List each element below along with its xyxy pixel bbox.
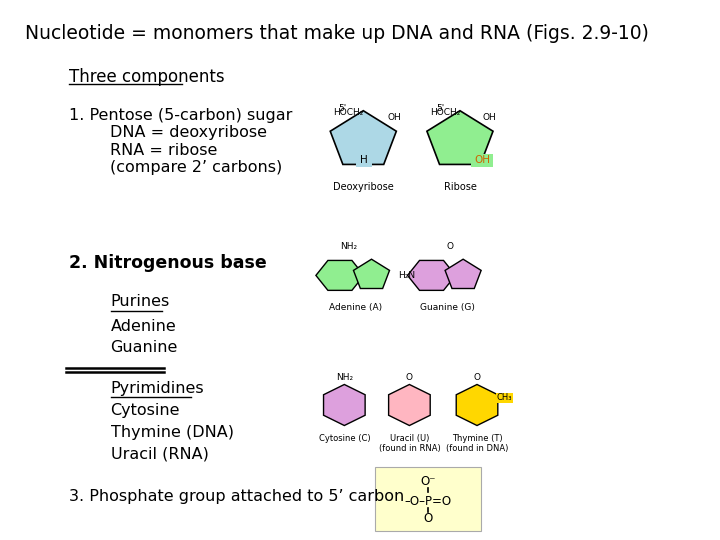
FancyBboxPatch shape <box>374 467 482 531</box>
Text: HOCH₂: HOCH₂ <box>333 108 364 117</box>
Text: CH₃: CH₃ <box>497 394 512 402</box>
Text: Nucleotide = monomers that make up DNA and RNA (Figs. 2.9-10): Nucleotide = monomers that make up DNA a… <box>25 24 649 43</box>
Text: 5': 5' <box>338 104 347 113</box>
Polygon shape <box>323 384 365 426</box>
Polygon shape <box>330 111 396 164</box>
Text: Adenine: Adenine <box>111 319 176 334</box>
Text: O: O <box>423 512 432 525</box>
Text: 1. Pentose (5-carbon) sugar
        DNA = deoxyribose
        RNA = ribose
     : 1. Pentose (5-carbon) sugar DNA = deoxyr… <box>70 108 293 175</box>
Text: OH: OH <box>482 113 497 123</box>
Text: NH₂: NH₂ <box>336 373 353 382</box>
Polygon shape <box>445 259 481 288</box>
Text: O: O <box>474 373 480 382</box>
Text: Ribose: Ribose <box>444 182 477 192</box>
Text: OH: OH <box>474 156 490 165</box>
Text: 3. Phosphate group attached to 5’ carbon: 3. Phosphate group attached to 5’ carbon <box>70 489 405 504</box>
Text: 5': 5' <box>436 104 444 113</box>
Text: Pyrimidines: Pyrimidines <box>111 381 204 396</box>
Text: H₂N: H₂N <box>398 271 415 280</box>
Polygon shape <box>427 111 493 164</box>
Text: NH₂: NH₂ <box>340 242 357 251</box>
Text: HOCH₂: HOCH₂ <box>430 108 460 117</box>
Text: Thymine (T)
(found in DNA): Thymine (T) (found in DNA) <box>446 434 508 453</box>
Text: 2. Nitrogenous base: 2. Nitrogenous base <box>70 254 267 272</box>
Text: Deoxyribose: Deoxyribose <box>333 182 394 192</box>
Text: O: O <box>406 373 413 382</box>
Text: –O–P=O: –O–P=O <box>404 495 451 508</box>
FancyBboxPatch shape <box>472 154 492 167</box>
Text: Uracil (U)
(found in RNA): Uracil (U) (found in RNA) <box>379 434 441 453</box>
Text: Guanine: Guanine <box>111 340 178 355</box>
Text: O: O <box>446 242 454 251</box>
Text: Cytosine: Cytosine <box>111 403 180 418</box>
FancyBboxPatch shape <box>356 154 372 167</box>
Polygon shape <box>456 384 498 426</box>
Polygon shape <box>316 260 364 291</box>
Polygon shape <box>354 259 390 288</box>
Text: Adenine (A): Adenine (A) <box>329 303 382 313</box>
Polygon shape <box>389 384 431 426</box>
Text: Thymine (DNA): Thymine (DNA) <box>111 425 233 440</box>
Text: Purines: Purines <box>111 294 170 309</box>
Text: OH: OH <box>387 113 401 123</box>
Text: O⁻: O⁻ <box>420 475 436 488</box>
Polygon shape <box>408 260 456 291</box>
Text: Three components: Three components <box>70 68 225 85</box>
Text: Uracil (RNA): Uracil (RNA) <box>111 447 209 462</box>
Text: H: H <box>360 156 368 165</box>
Text: Guanine (G): Guanine (G) <box>420 303 474 313</box>
Text: Cytosine (C): Cytosine (C) <box>318 434 370 443</box>
